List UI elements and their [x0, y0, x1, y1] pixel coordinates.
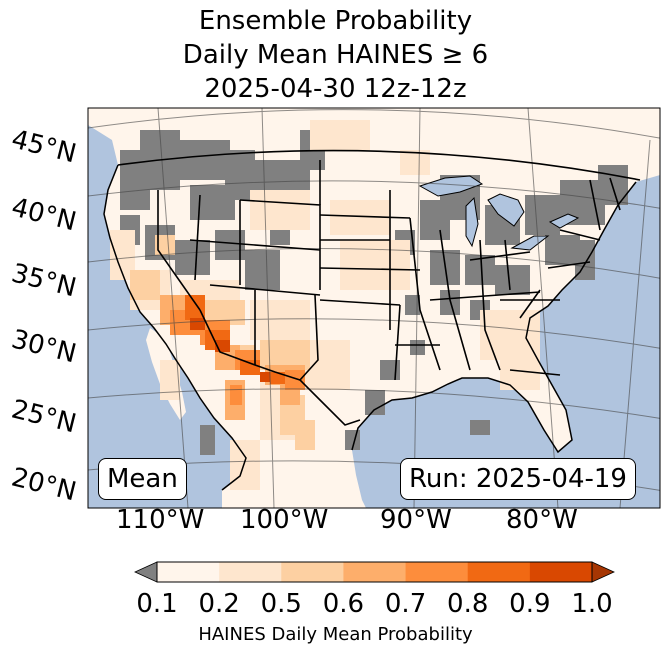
title-line-2: Daily Mean HAINES ≥ 6: [182, 40, 489, 70]
prob-0.5-areas: [130, 235, 315, 450]
lon-label-90: 90°W: [380, 505, 452, 535]
mean-label-box: Mean: [98, 458, 187, 500]
prob-0.2-areas: [110, 120, 540, 490]
colorbar-tick-label: 0.8: [447, 589, 489, 619]
colorbar-cell: [467, 562, 531, 582]
colorbar-over-arrow: [591, 561, 615, 583]
boundaries: [117, 149, 641, 426]
map-frame: [87, 107, 661, 509]
colorbar-tick-label: 0.1: [136, 589, 178, 619]
colorbar-under-arrow: [134, 561, 158, 583]
colorbar-tick-label: 1.0: [571, 589, 613, 619]
colorbar-cell: [157, 562, 220, 582]
colorbar-tick-label: 0.9: [509, 589, 551, 619]
great-lakes: [418, 175, 580, 251]
colorbar-tick-label: 0.6: [322, 589, 365, 619]
colorbar-cell: [281, 562, 344, 582]
title-line-3: 2025-04-30 12z-12z: [204, 74, 467, 104]
coastline: [103, 164, 637, 491]
run-date-box: Run: 2025-04-19: [400, 458, 636, 500]
colorbar-tick-label: 0.2: [198, 589, 240, 619]
lon-label-100: 100°W: [240, 505, 329, 535]
colorbar-cell: [529, 562, 593, 582]
colorbar-cell: [405, 562, 469, 582]
lon-label-110: 110°W: [116, 505, 205, 535]
colorbar: [134, 561, 615, 583]
colorbar-label: HAINES Daily Mean Probability: [198, 624, 473, 645]
colorbar-tick-label: 0.5: [260, 589, 302, 619]
colorbar-cell: [219, 562, 282, 582]
colorbar-cell: [343, 562, 407, 582]
colorbar-tick-label: 0.7: [384, 589, 427, 619]
lon-label-80: 80°W: [506, 505, 578, 535]
title-line-1: Ensemble Probability: [198, 6, 473, 36]
